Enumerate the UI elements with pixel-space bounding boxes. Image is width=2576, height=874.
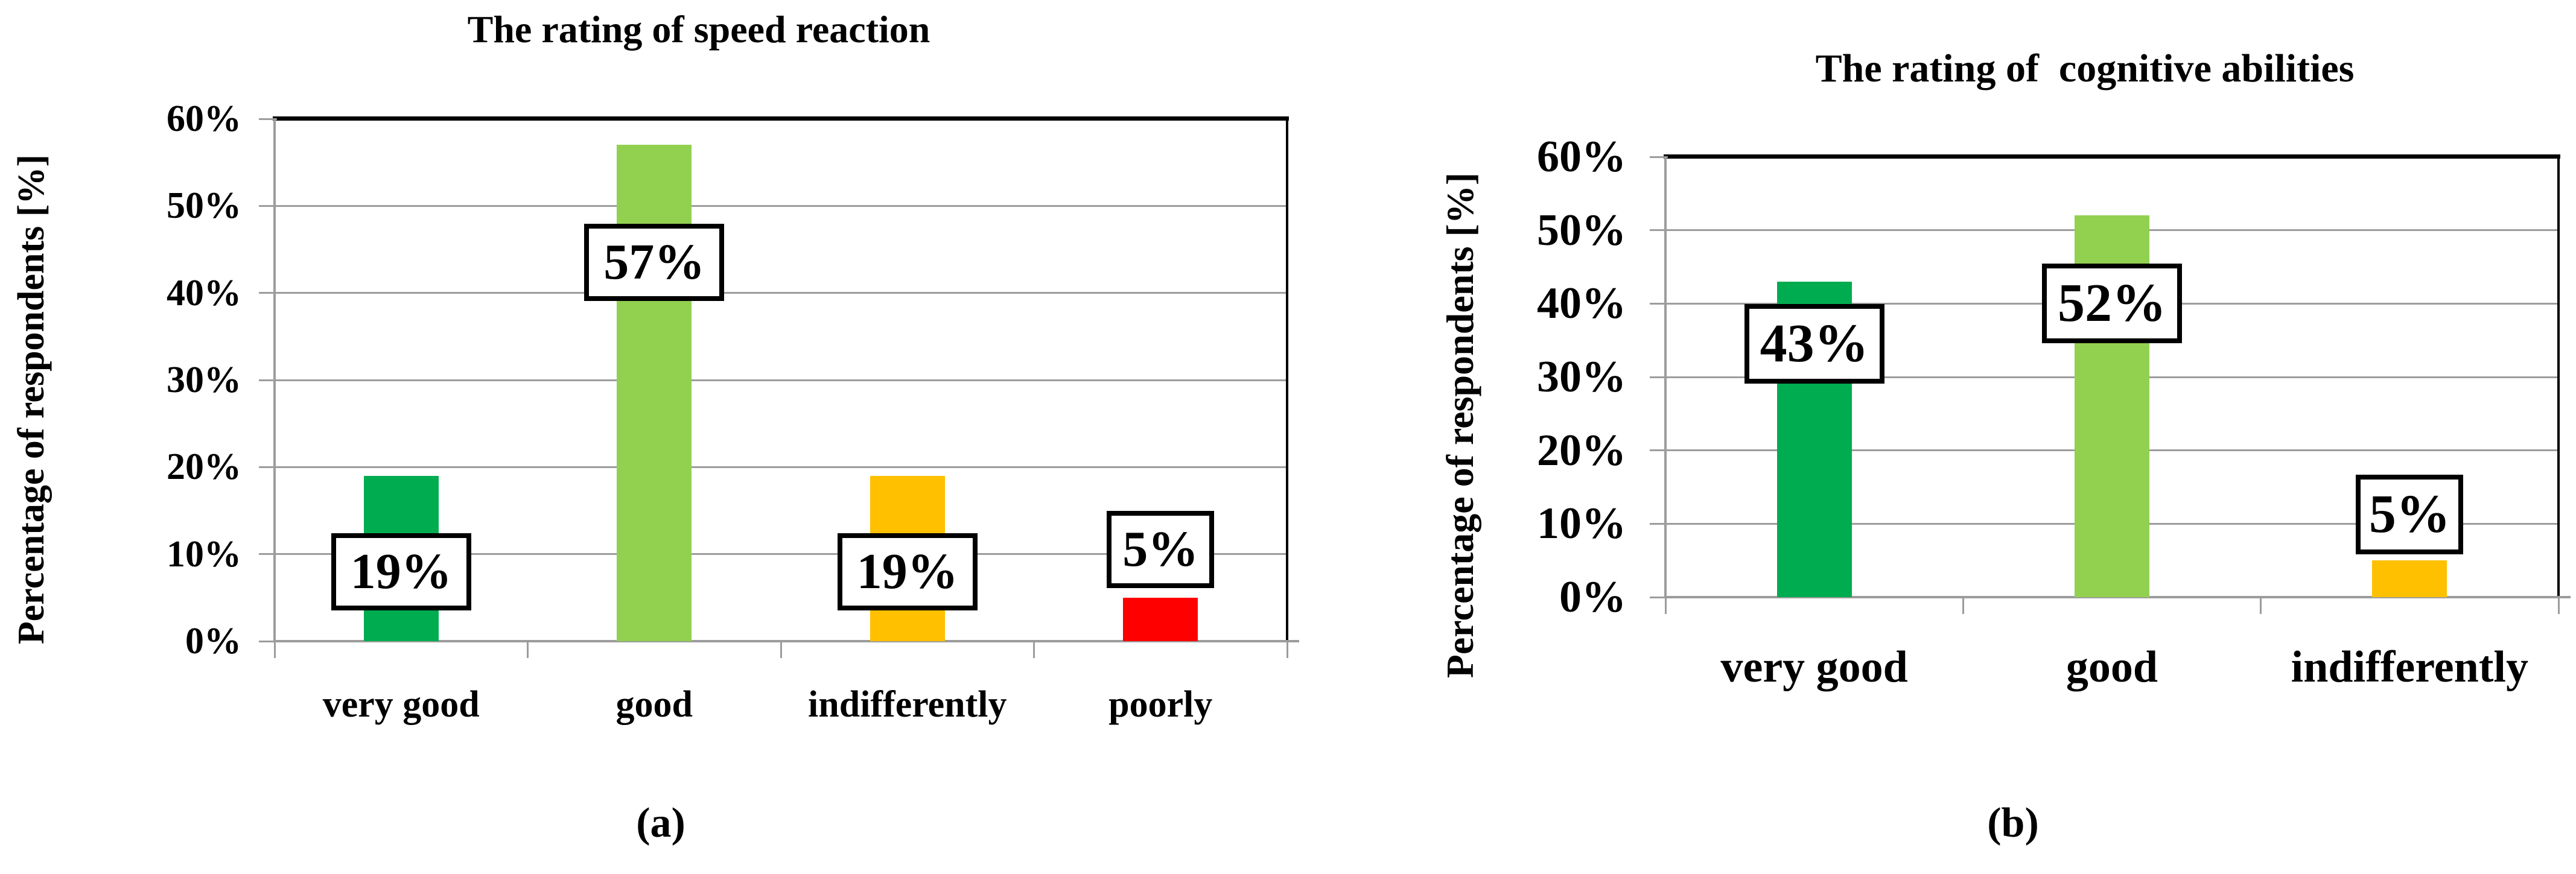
y-axis-tick [259, 640, 277, 642]
data-label-indifferently: 5% [2356, 474, 2464, 554]
y-tick-label: 0% [185, 621, 241, 662]
y-tick-label: 0% [1559, 572, 1626, 622]
bar-good [617, 145, 692, 641]
gridline [275, 204, 1287, 207]
gridline [275, 379, 1287, 381]
gridline [275, 553, 1287, 556]
y-axis-tick [1650, 522, 1668, 525]
y-tick-label: 50% [1537, 205, 1626, 255]
x-axis-tick [1286, 641, 1288, 658]
x-axis-tick [1962, 597, 1964, 614]
plot-border-right [1286, 119, 1288, 641]
chart-a-plot-area: 0% 10% 20% 30% 40% 50% 60% 19% very good 57% good 1… [167, 98, 1299, 725]
y-axis-tick [1650, 229, 1668, 232]
x-axis-tick [527, 641, 529, 658]
y-axis-tick [259, 379, 277, 381]
data-label-indifferently: 19% [837, 533, 978, 610]
y-axis-tick [259, 292, 277, 294]
gridline [275, 292, 1287, 294]
x-axis-tick [780, 641, 782, 658]
y-tick-label: 10% [167, 533, 241, 575]
y-axis-tick [259, 118, 277, 120]
y-axis-tick [259, 553, 277, 556]
bar-indifferently [2372, 560, 2447, 597]
y-tick-label: 30% [1537, 352, 1626, 402]
y-tick-label: 60% [167, 98, 241, 139]
y-axis-tick [1650, 596, 1668, 598]
y-axis-tick [1650, 376, 1668, 378]
category-label-good: good [615, 684, 693, 725]
chart-a-y-axis-label: Percentage of respondents [%] [11, 154, 52, 645]
category-label-very-good: very good [1720, 642, 1908, 692]
y-tick-label: 20% [167, 446, 241, 488]
chart-a-caption: (a) [636, 800, 685, 846]
category-label-indifferently: indifferently [2291, 642, 2528, 692]
x-axis-tick [2260, 597, 2262, 614]
x-axis-line [273, 640, 1299, 642]
y-axis-tick [259, 466, 277, 468]
y-tick-label: 20% [1537, 425, 1626, 475]
y-axis-tick [1650, 449, 1668, 452]
x-axis-tick [2557, 597, 2560, 614]
y-tick-label: 50% [167, 185, 241, 227]
y-axis-tick [1650, 302, 1668, 305]
plot-border-top [1664, 154, 2560, 159]
data-label-good: 57% [584, 224, 725, 302]
x-axis-line [1664, 596, 2571, 598]
category-label-poorly: poorly [1108, 684, 1213, 725]
y-axis-tick [259, 204, 277, 207]
category-label-good: good [2066, 642, 2158, 692]
y-tick-label: 60% [1537, 132, 1626, 182]
x-axis-tick [1033, 641, 1035, 658]
chart-a-title: The rating of speed reaction [467, 8, 930, 51]
category-label-indifferently: indifferently [808, 684, 1007, 725]
category-label-very-good: very good [322, 684, 480, 725]
chart-b-plot-area: 0% 10% 20% 30% 40% 50% 60% 43% very good 52% good 5… [1537, 133, 2571, 692]
y-tick-label: 10% [1537, 499, 1626, 549]
data-label-good: 52% [2042, 264, 2182, 344]
chart-b-title: The rating of cognitive abilities [1815, 46, 2355, 90]
data-label-very-good: 19% [331, 533, 471, 610]
plot-border-top [273, 116, 1289, 121]
y-tick-label: 40% [1537, 279, 1626, 329]
plot-border-right [2557, 157, 2560, 597]
y-axis-tick [1650, 156, 1668, 158]
data-label-very-good: 43% [1744, 304, 1884, 384]
x-axis-tick [1664, 597, 1667, 614]
y-tick-label: 40% [167, 272, 241, 314]
y-tick-label: 30% [167, 359, 241, 401]
bar-poorly [1123, 597, 1198, 641]
chart-b-caption: (b) [1987, 800, 2039, 846]
data-label-poorly: 5% [1107, 511, 1215, 589]
gridline [275, 466, 1287, 468]
x-axis-tick [273, 641, 276, 658]
